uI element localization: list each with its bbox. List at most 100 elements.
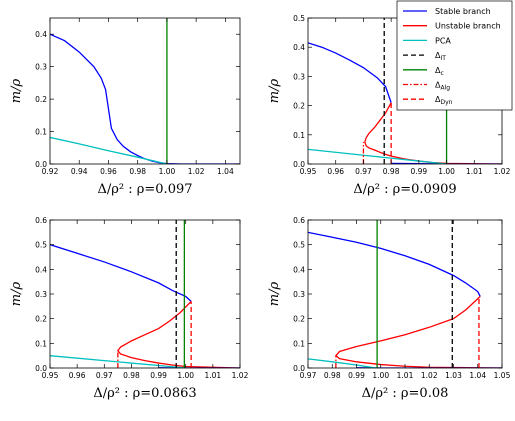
plot-area [50,18,240,164]
x-tick-label: 1.02 [421,371,438,380]
y-tick-label: 0.0 [293,160,305,169]
y-axis-label: m/ρ [9,78,24,103]
y-tick-label: 0.2 [293,102,305,111]
x-tick-label: 0.98 [129,167,146,176]
x-tick-label: 0.96 [327,167,344,176]
pca-series-line [308,358,376,368]
legend-label-pca: PCA [435,36,451,45]
x-tick-label: 0.96 [69,371,86,380]
x-tick-label: 1.00 [438,167,455,176]
y-tick-label: 0.2 [35,95,47,104]
y-axis-label: m/ρ [267,281,282,306]
y-tick-label: 0.2 [35,315,47,324]
y-tick-label: 0.2 [293,315,305,324]
unstable-series-line [364,102,502,164]
y-tick-label: 0.6 [293,216,305,225]
y-tick-label: 0.1 [35,128,47,137]
panel-1: 0.92 0.94 0.96 0.98 1.00 1.02 1.04 0.0 0.1 0.2 0.3… [9,17,241,197]
x-tick-label: 0.98 [324,371,341,380]
x-axis-label: Δ/ρ² : ρ=0.097 [97,182,192,197]
x-tick-label: 1.05 [494,371,511,380]
y-tick-label: 0.3 [293,290,305,299]
y-tick-label: 0.5 [293,241,305,250]
x-tick-label: 0.99 [348,371,365,380]
x-tick-label: 0.96 [100,167,117,176]
legend-subscript: Alg [440,85,450,92]
x-tick-label: 0.98 [123,371,140,380]
legend-subscript: c [440,70,443,77]
y-tick-label: 0.4 [293,265,305,274]
y-tick-label: 0.1 [293,339,305,348]
x-tick-label: 0.97 [96,371,113,380]
x-tick-label: 0.99 [150,371,167,380]
y-tick-label: 0.6 [35,216,47,225]
x-tick-label: 1.01 [397,371,414,380]
pca-series-line [50,355,186,368]
pca-series-line [50,136,168,164]
x-axis-label: Δ/ρ² : ρ=0.08 [362,386,449,401]
x-tick-label: 1.04 [469,371,486,380]
plot-area [308,220,502,368]
x-tick-label: 0.94 [71,167,88,176]
legend-subscript: IT [440,55,446,62]
x-tick-label: 0.95 [42,371,59,380]
x-axis-label: Δ/ρ² : ρ=0.0909 [353,182,456,197]
legend-label-delta_alg: ΔAlg [435,81,450,92]
y-tick-label: 0.4 [293,43,305,52]
unstable-series-line [117,300,240,368]
y-tick-label: 0.4 [35,30,47,39]
x-tick-label: 1.04 [217,167,234,176]
legend-label-delta_dyn: ΔDyn [435,95,453,106]
y-tick-label: 0.3 [293,72,305,81]
y-tick-label: 0.1 [293,131,305,140]
panel-2: 0.95 0.96 0.97 0.98 0.99 1.00 1.01 1.02 0.0 0.1 0.… [267,14,511,197]
y-tick-label: 0.5 [35,241,47,250]
unstable-series-line [334,295,502,368]
legend-label-unstable: Unstable branch [435,22,501,31]
panel-4: 0.97 0.98 0.99 1.00 1.01 1.02 1.03 1.04 1.05 0.0 0… [267,216,511,401]
y-tick-label: 0.3 [35,290,47,299]
x-tick-label: 0.97 [355,167,372,176]
axes-frame [307,219,503,369]
plot-area [50,220,240,368]
stable-series-line [308,231,481,297]
y-tick-label: 0.0 [35,364,47,373]
x-axis-label: Δ/ρ² : ρ=0.0863 [93,386,196,401]
y-tick-label: 0.5 [293,14,305,23]
y-tick-label: 0.4 [35,265,47,274]
pca-series-line [308,148,447,164]
y-axis-label: m/ρ [267,78,282,103]
legend-box [396,0,513,111]
y-tick-label: 0.1 [35,339,47,348]
legend: Stable branch Unstable branch PCA ΔIT Δc ΔAlg… [396,0,513,111]
x-tick-label: 1.02 [188,167,205,176]
x-tick-label: 0.98 [383,167,400,176]
legend-label-delta_c: Δc [435,66,444,77]
axes-frame [49,219,241,369]
x-tick-label: 1.02 [232,371,249,380]
x-tick-label: 1.01 [205,371,222,380]
x-tick-label: 0.99 [411,167,428,176]
y-tick-label: 0.0 [35,160,47,169]
x-tick-label: 1.02 [494,167,511,176]
legend-subscript: Dyn [440,99,452,106]
panel-3: 0.95 0.96 0.97 0.98 0.99 1.00 1.01 1.02 0.0 0.1 0.… [9,216,249,401]
stable-series-line [50,244,192,302]
x-tick-label: 0.92 [42,167,59,176]
x-tick-label: 1.01 [466,167,483,176]
stable-series-line [308,42,392,103]
x-tick-label: 0.97 [300,371,317,380]
y-axis-label: m/ρ [9,281,24,306]
x-tick-label: 0.95 [300,167,317,176]
x-tick-label: 1.00 [372,371,389,380]
y-tick-label: 0.0 [293,364,305,373]
stable-series-line [50,33,240,164]
axes-frame [49,17,241,165]
x-tick-label: 1.00 [177,371,194,380]
x-tick-label: 1.03 [445,371,462,380]
x-tick-label: 1.00 [159,167,176,176]
legend-label-stable: Stable branch [435,7,491,16]
legend-label-delta_ip: ΔIT [435,51,446,62]
y-tick-label: 0.3 [35,63,47,72]
